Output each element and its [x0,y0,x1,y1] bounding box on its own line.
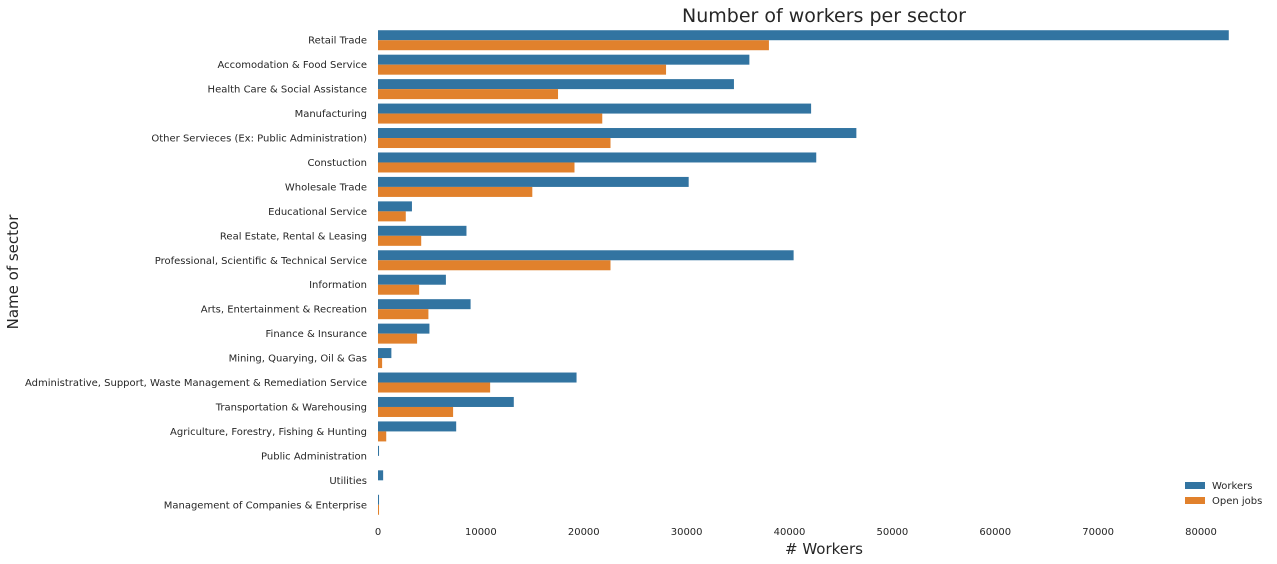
bar-workers [378,494,380,505]
bar-open-jobs [378,40,769,51]
y-axis-title: Name of sector [4,214,22,330]
bar-workers [378,396,514,407]
bar-open-jobs [378,260,611,271]
x-tick-label: 80000 [1185,527,1217,538]
category-labels: Retail Trade Accomodation & Food Service H… [25,36,367,512]
category-label: Agriculture, Forestry, Fishing & Hunting [170,427,367,438]
x-tick-label: 30000 [671,527,703,538]
bar-open-jobs [378,431,387,442]
x-tick-label: 40000 [774,527,806,538]
category-label: Manufacturing [295,109,367,120]
bar-open-jobs [378,358,383,369]
category-label: Mining, Quarying, Oil & Gas [229,354,367,365]
category-label: Professional, Scientific & Technical Ser… [155,256,367,267]
bar-open-jobs [378,382,491,393]
x-tick-label: 10000 [465,527,497,538]
bar-workers [378,54,750,65]
bar-workers [378,299,471,310]
legend-label: Workers [1212,481,1252,492]
bar-open-jobs [378,89,559,100]
x-tick-label: 0 [375,527,381,538]
legend-swatch [1185,497,1205,504]
bar-open-jobs [378,138,611,149]
bar-workers [378,274,446,285]
bar-workers [378,103,812,114]
bar-workers [378,445,380,456]
category-label: Administrative, Support, Waste Managemen… [25,378,367,389]
bar-open-jobs [378,64,667,75]
category-label: Transportation & Warehousing [215,402,367,413]
category-label: Real Estate, Rental & Leasing [220,231,367,242]
bar-workers [378,470,384,481]
bar-open-jobs [378,113,603,124]
bar-open-jobs [378,504,380,515]
x-axis-title: # Workers [785,540,863,558]
x-tick-labels: 0 10000 20000 30000 40000 50000 60000 70000 8000… [375,527,1217,538]
category-label: Constuction [307,158,367,169]
x-tick-label: 70000 [1082,527,1114,538]
bar-workers [378,152,817,163]
bar-workers [378,323,430,334]
bar-workers [378,79,734,90]
category-label: Public Administration [261,451,367,462]
category-label: Arts, Entertainment & Recreation [201,305,367,316]
bar-open-jobs [378,235,422,246]
bar-workers [378,421,457,432]
x-tick-label: 50000 [876,527,908,538]
bar-open-jobs [378,333,418,344]
category-label: Other Servieces (Ex: Public Administrati… [151,134,367,145]
bar-workers [378,250,794,261]
bar-open-jobs [378,162,575,173]
bar-workers [378,176,689,187]
category-label: Educational Service [268,207,367,218]
legend-swatch [1185,482,1205,489]
bar-open-jobs [378,309,429,320]
bar-open-jobs [378,186,533,197]
category-label: Retail Trade [308,36,367,47]
category-label: Wholesale Trade [285,182,367,193]
bars [378,30,1229,515]
legend-label: Open jobs [1212,496,1262,507]
bar-workers [378,225,467,236]
bar-workers [378,201,412,212]
bar-open-jobs [378,284,420,295]
x-tick-label: 60000 [979,527,1011,538]
x-tick-label: 20000 [568,527,600,538]
legend: Workers Open jobs [1185,481,1262,507]
category-label: Management of Companies & Enterprise [164,500,367,511]
category-label: Accomodation & Food Service [217,60,367,71]
bar-open-jobs [378,406,454,417]
bar-open-jobs [378,211,406,222]
category-label: Finance & Insurance [266,329,367,340]
chart-title: Number of workers per sector [682,5,966,27]
bar-workers [378,30,1229,41]
bar-workers [378,128,857,139]
bar-workers [378,348,392,359]
bar-workers [378,372,577,383]
category-label: Utilities [329,476,367,487]
category-label: Health Care & Social Assistance [208,85,367,96]
category-label: Information [309,280,367,291]
